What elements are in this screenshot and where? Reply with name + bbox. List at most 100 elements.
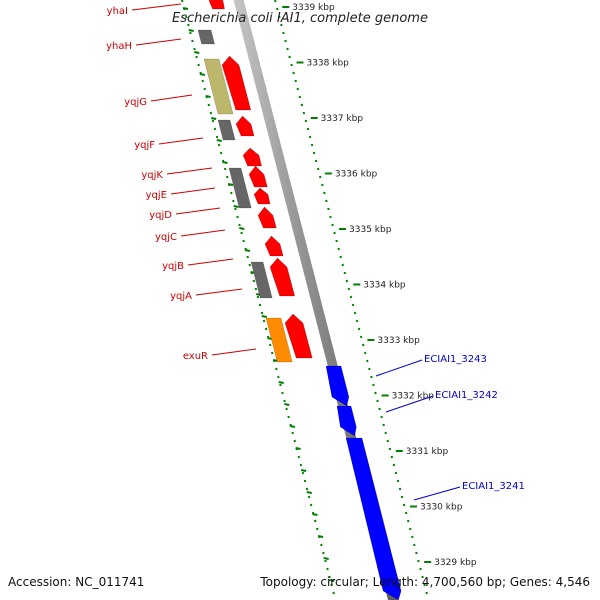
gene-label-yqjF: yqjF [134, 140, 155, 151]
ring-dot [268, 343, 272, 347]
gene-label-yqjE: yqjE [146, 190, 167, 201]
gene-label-yhaI: yhaI [107, 6, 128, 17]
gene-label-yqjD: yqjD [149, 210, 172, 221]
ring-dot [331, 223, 334, 227]
scale-label: 3336 kbp [335, 170, 378, 180]
gene-label-yqjA: yqjA [170, 291, 192, 302]
ring-dot [382, 423, 385, 427]
inner-tick [216, 139, 222, 142]
ring-dot [328, 575, 331, 579]
ring-dot [293, 439, 296, 443]
ring-dot [378, 407, 381, 411]
ring-dot [280, 23, 283, 27]
gene-label-yqjB: yqjB [162, 261, 184, 272]
gene-yqjF [235, 115, 255, 137]
scale-label: 3330 kbp [420, 503, 463, 513]
gene-label-ECIAI1_3242: ECIAI1_3242 [435, 390, 498, 401]
ring-dot [333, 231, 336, 235]
ring-dot [313, 519, 317, 523]
ring-dot [274, 0, 277, 3]
ring-dot [326, 567, 329, 571]
inner-tick [222, 161, 228, 164]
ring-dot [262, 319, 266, 323]
ring-dot [366, 359, 369, 363]
inner-tick [239, 227, 245, 230]
ring-dot [421, 575, 424, 579]
inner-tick [284, 403, 290, 406]
ring-dot [370, 375, 373, 379]
ring-dot [271, 351, 274, 355]
ring-dot [310, 143, 314, 147]
ring-dot [359, 335, 363, 339]
ring-dot [307, 495, 311, 499]
inner-tick [188, 29, 194, 32]
ring-dot [277, 375, 280, 379]
leader-line [187, 258, 234, 266]
ring-dot [291, 431, 294, 435]
ring-dot [339, 255, 342, 259]
ring-dot [316, 527, 319, 531]
ring-dot [398, 487, 402, 491]
ring-dot [325, 199, 328, 203]
ring-dot [406, 519, 410, 523]
leader-line [170, 187, 216, 195]
inner-tick [306, 491, 313, 494]
ring-dot [298, 95, 302, 99]
gene-yqjD [253, 187, 271, 205]
gene-yqjE-gray [228, 167, 252, 209]
ring-dot [312, 151, 316, 155]
gene-yqjA [269, 257, 296, 297]
ring-dot [330, 583, 333, 587]
accession-text: Accession: NC_011741 [8, 575, 145, 589]
ring-dot [324, 559, 327, 563]
ring-dot [275, 367, 278, 371]
scale-rings [181, 0, 428, 595]
leader-line [135, 38, 182, 46]
gene-label-yqjG: yqjG [124, 97, 147, 108]
scale-label: 3338 kbp [306, 59, 349, 69]
ring-dot [404, 511, 408, 515]
ring-dot [335, 239, 338, 243]
ring-dot [380, 415, 383, 419]
ring-dot [347, 287, 351, 291]
inner-tick [323, 557, 329, 560]
ring-dot [287, 415, 290, 419]
ring-dot [234, 207, 237, 211]
ring-dot [283, 399, 286, 403]
ring-dot [396, 479, 400, 483]
inner-tick [182, 7, 189, 10]
ring-dot [185, 15, 188, 19]
ring-dot [254, 287, 258, 291]
inner-tick [227, 183, 234, 186]
ring-dot [305, 487, 309, 491]
scale-labels: 3339 kbp 3338 kbp 3337 kbp 3336 kbp 3335 kbp… [282, 3, 477, 568]
gene-label-yhaH: yhaH [106, 41, 132, 52]
ring-dot [309, 503, 313, 507]
gene-exuR [284, 313, 313, 359]
ring-dot [303, 479, 307, 483]
ring-dot [181, 0, 184, 3]
ring-dot [411, 535, 414, 539]
ring-dot [319, 175, 322, 179]
gene-label-ECIAI1_3241: ECIAI1_3241 [462, 481, 525, 492]
leader-line [385, 395, 434, 413]
gene-label-ECIAI1_3243: ECIAI1_3243 [424, 354, 487, 365]
gene-features [197, 0, 402, 600]
gene-yhaI [208, 0, 225, 10]
ring-dot [353, 311, 357, 315]
leader-line [211, 348, 257, 356]
ring-dot [203, 87, 206, 91]
ring-dot [232, 199, 235, 203]
inner-tick [295, 447, 301, 450]
gene-yqjF-gray [217, 119, 236, 141]
gene-label-yqjK: yqjK [141, 170, 163, 181]
ring-dot [372, 383, 375, 387]
inner-tick [244, 249, 251, 252]
inner-tick [194, 51, 200, 54]
leader-line [158, 137, 204, 145]
ring-dot [355, 319, 359, 323]
ring-dot [264, 327, 268, 331]
ring-dot [413, 543, 416, 547]
ring-dot [374, 391, 377, 395]
ring-dot [402, 503, 406, 507]
